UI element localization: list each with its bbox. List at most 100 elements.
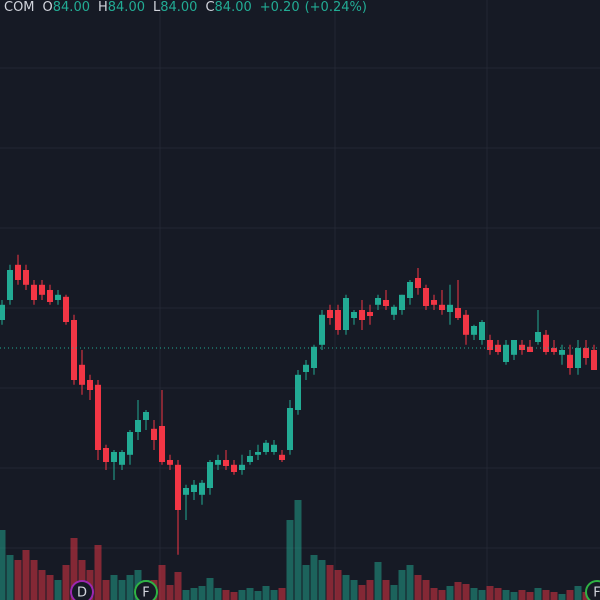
volume-bar bbox=[390, 585, 398, 600]
header-text: COM O84.00 H84.00 L84.00 C84.00 +0.20 (+0.24%) bbox=[4, 0, 367, 15]
candle-body bbox=[423, 288, 429, 306]
volume-bar bbox=[334, 570, 342, 600]
candle-body bbox=[143, 412, 149, 420]
volume-bar bbox=[470, 588, 478, 600]
candle-body bbox=[567, 354, 573, 368]
volume-bar bbox=[486, 586, 494, 600]
candle-body bbox=[55, 294, 61, 300]
event-marker-label: D bbox=[77, 586, 87, 600]
candle-body bbox=[263, 442, 269, 452]
candle-body bbox=[343, 298, 349, 330]
volume-bar bbox=[222, 590, 230, 600]
candle-body bbox=[591, 350, 597, 370]
ohlc-key: L bbox=[153, 0, 161, 15]
volume-bar bbox=[558, 594, 566, 600]
volume-bar bbox=[422, 580, 430, 600]
candle-body bbox=[495, 344, 501, 352]
candle-body bbox=[407, 282, 413, 298]
candle-body bbox=[295, 374, 301, 410]
event-marker-label: F bbox=[593, 586, 600, 600]
candle-body bbox=[559, 350, 565, 355]
volume-bar bbox=[270, 590, 278, 600]
candle-body bbox=[103, 448, 109, 462]
candle-body bbox=[71, 320, 77, 380]
candle-body bbox=[111, 452, 117, 462]
volume-bar bbox=[566, 590, 574, 600]
candle-body bbox=[543, 334, 549, 352]
volume-bar bbox=[358, 585, 366, 600]
volume-bar bbox=[478, 590, 486, 600]
volume-bar bbox=[238, 590, 246, 600]
volume-bar bbox=[294, 500, 302, 600]
volume-bar bbox=[62, 565, 70, 600]
candle-body bbox=[319, 314, 325, 345]
volume-bar bbox=[14, 560, 22, 600]
volume-bar bbox=[30, 560, 38, 600]
candle-body bbox=[199, 482, 205, 495]
volume-bar bbox=[126, 575, 134, 600]
candle-body bbox=[63, 296, 69, 322]
volume-bar bbox=[454, 582, 462, 600]
volume-bar bbox=[342, 575, 350, 600]
ohlc-value: 84.00 bbox=[215, 0, 252, 15]
candle-body bbox=[119, 452, 125, 465]
volume-bar bbox=[518, 590, 526, 600]
volume-bar bbox=[214, 588, 222, 600]
volume-bar bbox=[22, 550, 30, 600]
volume-bar bbox=[502, 590, 510, 600]
volume-bar bbox=[550, 592, 558, 600]
volume-bar bbox=[286, 520, 294, 600]
volume-bar bbox=[438, 590, 446, 600]
candle-body bbox=[79, 364, 85, 385]
candle-body bbox=[415, 278, 421, 288]
volume-bar bbox=[262, 586, 270, 600]
ohlc-key: H bbox=[98, 0, 108, 15]
event-marker bbox=[134, 580, 158, 600]
candle-body bbox=[255, 452, 261, 455]
candle-body bbox=[455, 308, 461, 318]
candle-body bbox=[127, 432, 133, 455]
volume-bar bbox=[446, 586, 454, 600]
volume-bar bbox=[166, 585, 174, 600]
volume-bar bbox=[414, 575, 422, 600]
candle-body bbox=[239, 464, 245, 470]
candle-body bbox=[447, 304, 453, 312]
volume-bar bbox=[70, 538, 78, 600]
candle-body bbox=[391, 306, 397, 315]
candle-body bbox=[487, 340, 493, 350]
candle-body bbox=[503, 344, 509, 362]
candle-body bbox=[159, 426, 165, 462]
candle-body bbox=[175, 464, 181, 510]
candle-body bbox=[167, 460, 173, 465]
candle-body bbox=[15, 264, 21, 280]
change: +0.20 bbox=[260, 0, 300, 15]
candle-body bbox=[335, 310, 341, 330]
candle-body bbox=[279, 454, 285, 460]
volume-bar bbox=[574, 586, 582, 600]
volume-bar bbox=[94, 545, 102, 600]
candle-body bbox=[463, 314, 469, 335]
volume-bar bbox=[542, 590, 550, 600]
candle-body bbox=[191, 484, 197, 492]
candle-body bbox=[583, 348, 589, 358]
candle-body bbox=[399, 294, 405, 310]
volume-bar bbox=[158, 565, 166, 600]
volume-bar bbox=[350, 580, 358, 600]
symbol: COM bbox=[4, 0, 35, 15]
candle-body bbox=[375, 298, 381, 305]
volume-bar bbox=[406, 565, 414, 600]
candle-body bbox=[359, 310, 365, 320]
volume-bar bbox=[174, 572, 182, 600]
candle-body bbox=[39, 284, 45, 295]
ohlc-value: 84.00 bbox=[53, 0, 90, 15]
candle-body bbox=[183, 488, 189, 495]
candle-body bbox=[471, 326, 477, 335]
ohlc-key: C bbox=[205, 0, 214, 15]
candle-body bbox=[287, 408, 293, 450]
volume-bar bbox=[206, 578, 214, 600]
event-marker bbox=[585, 580, 600, 600]
candle-body bbox=[247, 456, 253, 462]
candle-body bbox=[327, 310, 333, 318]
volume-bar bbox=[318, 560, 326, 600]
